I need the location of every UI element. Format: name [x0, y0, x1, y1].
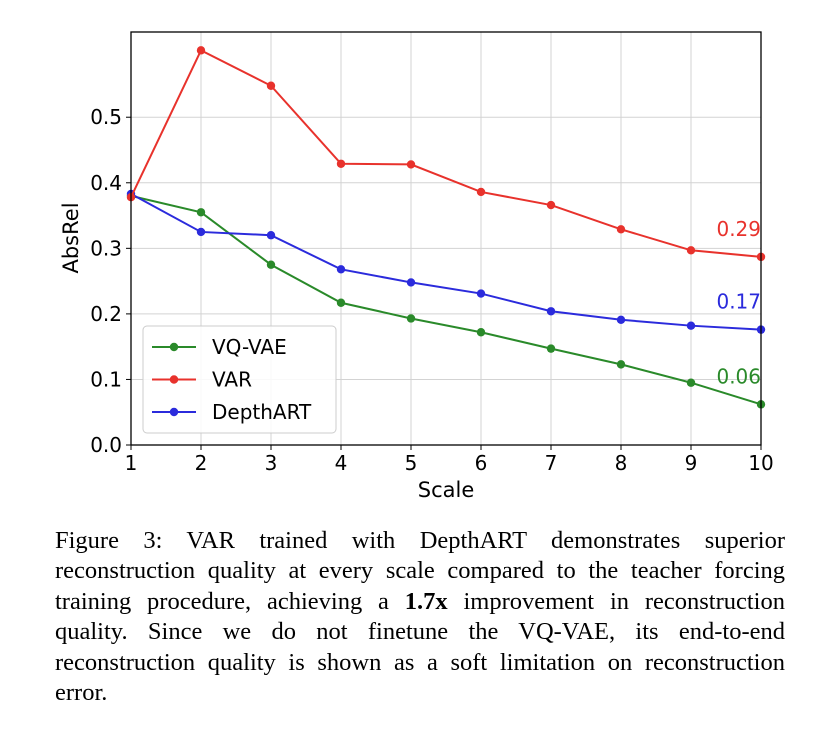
legend-label: DepthART — [212, 400, 312, 424]
data-point — [546, 307, 556, 316]
x-axis-label: Scale — [418, 478, 475, 502]
legend-marker — [169, 375, 179, 384]
data-point — [266, 260, 276, 269]
series-layer — [126, 46, 766, 409]
end-value-label: 0.17 — [716, 290, 761, 314]
x-tick-label: 4 — [335, 451, 348, 475]
end-labels: 0.06 0.17 0.29 — [716, 217, 761, 389]
legend-box — [142, 325, 337, 434]
legend-entry: DepthART — [152, 400, 312, 424]
y-tick-label: 0.5 — [90, 105, 122, 129]
caption-bold: 1.7x — [404, 587, 448, 615]
data-point — [616, 225, 626, 234]
data-point — [266, 81, 276, 90]
y-axis-label: AbsRel — [59, 202, 83, 273]
legend-label: VQ-VAE — [212, 335, 287, 359]
y-tick-label: 0.1 — [90, 367, 122, 391]
data-point — [476, 289, 486, 298]
series-line — [130, 193, 762, 331]
data-point — [686, 246, 696, 255]
data-point — [196, 208, 206, 217]
data-point — [196, 227, 206, 237]
y-tick-label: 0.2 — [90, 302, 122, 326]
x-tick-label: 5 — [405, 451, 418, 475]
series-line — [130, 49, 762, 258]
data-point — [266, 231, 276, 240]
legend-entry: VAR — [152, 368, 252, 392]
x-tick-label: 6 — [475, 451, 488, 475]
legend-marker — [169, 407, 179, 417]
end-value-label: 0.29 — [716, 217, 761, 241]
series-var — [126, 46, 766, 262]
legend-label: VAR — [212, 368, 252, 392]
caption-text-2: improvement in reconstruction quality. S… — [55, 587, 785, 707]
data-point — [406, 314, 416, 323]
data-point — [406, 278, 416, 287]
y-tick-label: 0.4 — [90, 171, 122, 195]
data-point — [686, 321, 696, 330]
data-point — [336, 298, 346, 307]
end-value-label: 0.06 — [716, 364, 761, 388]
data-point — [196, 46, 206, 55]
x-tick-label: 9 — [685, 451, 698, 475]
x-tick-label: 1 — [125, 451, 138, 475]
legend-marker — [169, 342, 179, 352]
series-line — [130, 194, 762, 406]
data-point — [476, 328, 486, 337]
plot-frame — [130, 31, 762, 446]
y-tick-label: 0.0 — [90, 433, 122, 457]
data-point — [686, 378, 696, 387]
y-tick-label: 0.3 — [90, 236, 122, 260]
data-point — [546, 200, 556, 210]
x-tick-label: 10 — [748, 451, 773, 475]
data-point — [616, 315, 626, 324]
legend: VQ-VAE VAR DepthART — [142, 325, 337, 434]
data-point — [336, 265, 346, 274]
x-tick-label: 3 — [265, 451, 278, 475]
figure-caption: Figure 3: VAR trained with DepthART demo… — [55, 526, 785, 708]
data-point — [406, 160, 416, 169]
x-tick-label: 2 — [195, 451, 208, 475]
x-tick-label: 7 — [545, 451, 558, 475]
axis-ticks: 1 2 3 4 5 6 7 8 9 10 0.0 0.1 0.2 0.3 0.4 0.5 — [90, 105, 774, 475]
data-point — [546, 344, 556, 353]
caption-text-1: Figure 3: VAR trained with DepthART demo… — [55, 527, 785, 615]
data-point — [476, 187, 486, 197]
series-depthart — [126, 189, 766, 334]
data-point — [336, 159, 346, 168]
data-point — [616, 360, 626, 369]
line-chart: 0.06 0.17 0.29 1 2 3 4 5 6 7 8 9 10 0.0 0.1 0.2 0.3 0.4 0… — [59, 31, 774, 502]
legend-entry: VQ-VAE — [152, 335, 287, 359]
x-tick-label: 8 — [615, 451, 628, 475]
